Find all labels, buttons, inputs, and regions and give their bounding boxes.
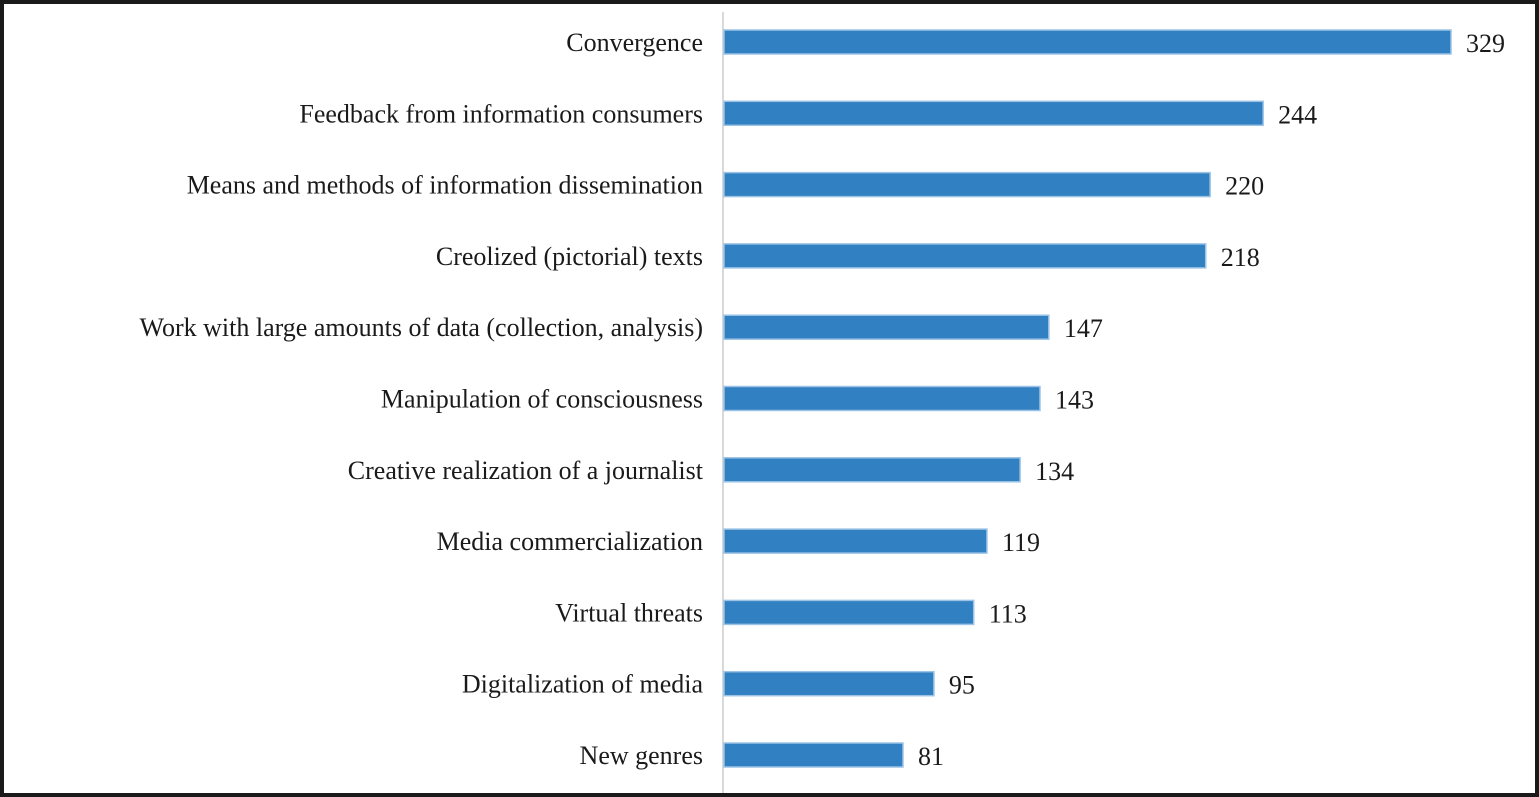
bar	[723, 528, 988, 554]
category-label: New genres	[580, 741, 703, 770]
data-label: 134	[1035, 457, 1074, 486]
bar	[723, 171, 1211, 198]
category-label: Creolized (pictorial) texts	[436, 242, 703, 271]
category-label: Digitalization of media	[462, 670, 704, 699]
bar	[723, 599, 975, 626]
bar-chart: Convergence 329 Feedback from information …	[140, 12, 1505, 793]
bar	[723, 742, 904, 768]
bar	[723, 100, 1264, 127]
data-label: 143	[1055, 386, 1094, 415]
category-label: Means and methods of information dissemi…	[187, 171, 703, 200]
bar	[723, 670, 935, 697]
category-label: Creative realization of a journalist	[348, 456, 704, 485]
category-label: Work with large amounts of data (collect…	[140, 313, 704, 342]
category-label: Manipulation of consciousness	[381, 385, 703, 414]
data-label: 119	[1002, 528, 1040, 557]
data-label: 220	[1225, 172, 1264, 201]
bar	[723, 314, 1050, 340]
data-label: 113	[989, 599, 1027, 628]
category-label: Feedback from information consumers	[299, 99, 703, 128]
data-label: 81	[918, 742, 944, 771]
data-label: 329	[1466, 29, 1505, 58]
data-label: 218	[1221, 243, 1260, 272]
category-label: Virtual threats	[555, 598, 703, 627]
category-label: Media commercialization	[437, 527, 703, 556]
category-label: Convergence	[566, 28, 703, 57]
bar	[723, 385, 1041, 412]
bar	[723, 29, 1452, 55]
bar	[723, 457, 1021, 483]
data-label: 95	[949, 671, 975, 700]
data-label: 147	[1064, 314, 1103, 343]
data-label: 244	[1278, 100, 1317, 129]
bar	[723, 243, 1207, 269]
